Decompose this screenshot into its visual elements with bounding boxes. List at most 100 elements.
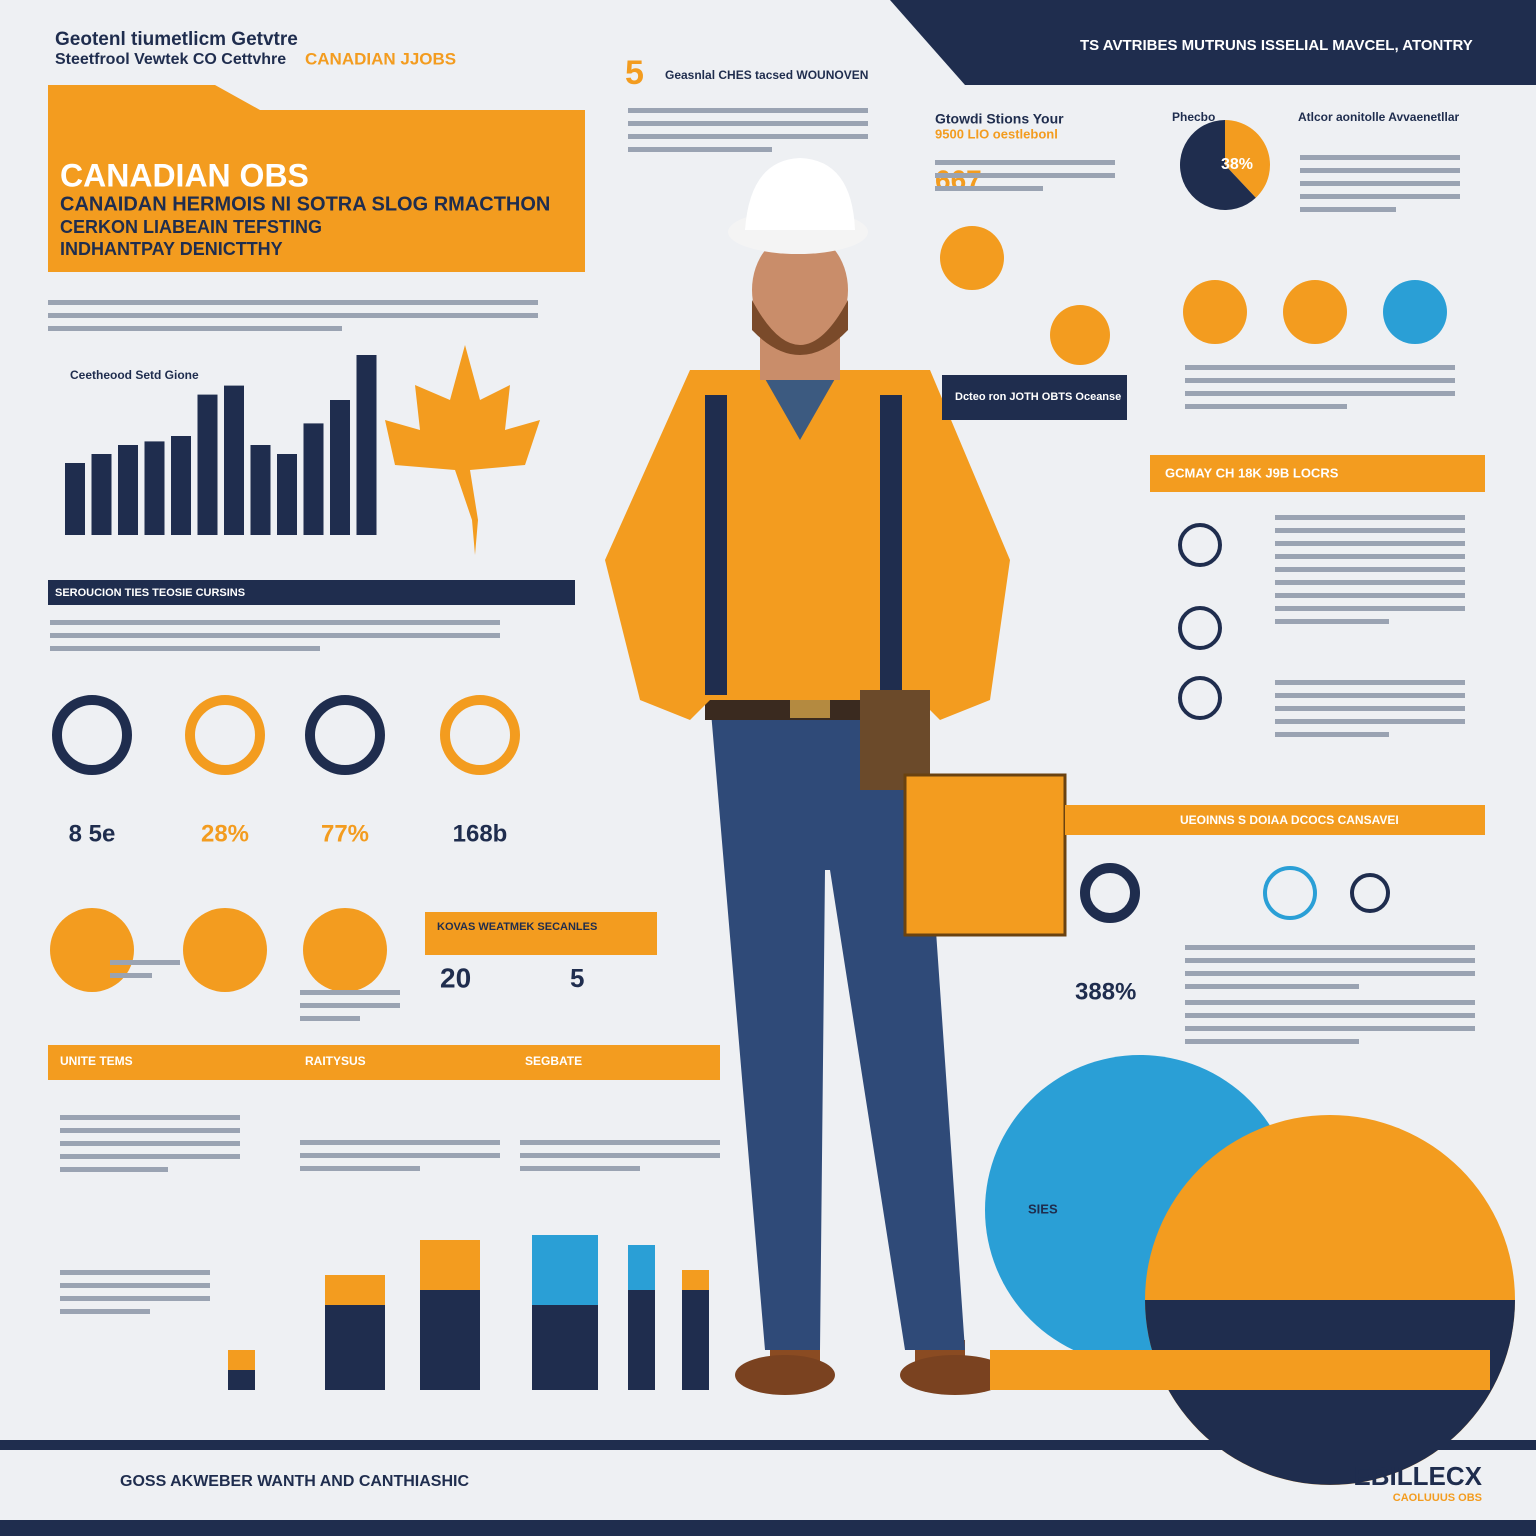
fine-print xyxy=(935,173,1115,178)
deco-circle xyxy=(1183,280,1247,344)
fine-print xyxy=(300,1153,500,1158)
brand: EBILLECX xyxy=(1353,1461,1482,1491)
pie-center-label: 38% xyxy=(1221,156,1253,173)
fine-print xyxy=(300,990,400,995)
fine-print xyxy=(1300,207,1396,212)
deco-circle xyxy=(1283,280,1347,344)
stacked-segment xyxy=(325,1305,385,1390)
deco-circle xyxy=(940,226,1004,290)
icon-circle xyxy=(303,908,387,992)
header-line: Steetfrool Vewtek CO Cettvhre xyxy=(55,51,286,68)
stacked-segment xyxy=(325,1275,385,1305)
tab-label: UNITE TEMS xyxy=(60,1054,133,1068)
stat-value: 77% xyxy=(321,820,369,847)
footer-rule xyxy=(0,1520,1536,1536)
tab-band xyxy=(48,1045,720,1080)
fine-print xyxy=(300,1140,500,1145)
fine-print xyxy=(1275,554,1465,559)
fine-print xyxy=(628,134,868,139)
fine-print xyxy=(935,160,1115,165)
deco-circle xyxy=(1383,280,1447,344)
icon-circle xyxy=(50,908,134,992)
chart-title: Ceetheood Setd Gione xyxy=(70,368,199,382)
stacked-segment xyxy=(628,1245,655,1290)
fine-print xyxy=(60,1115,240,1120)
fine-print xyxy=(628,121,868,126)
pie-chart: 38% xyxy=(1180,120,1270,210)
donut xyxy=(52,695,132,775)
fine-print xyxy=(48,326,342,331)
fine-print xyxy=(1185,1026,1475,1031)
fine-print xyxy=(1185,365,1455,370)
fine-print xyxy=(1185,391,1455,396)
bar xyxy=(65,463,85,535)
fine-print xyxy=(50,646,320,651)
fine-print xyxy=(60,1270,210,1275)
fine-print xyxy=(110,973,152,978)
hero-subtitle: CANAIDAN HERMOIS NI SOTRA SLOG RMACTHON xyxy=(60,193,550,215)
icon xyxy=(1263,866,1317,920)
circle-label: SIES xyxy=(1028,1201,1058,1216)
fine-print xyxy=(1275,619,1389,624)
fine-print xyxy=(1300,168,1460,173)
mid-stat: 5 xyxy=(570,963,584,993)
header-accent: CANADIAN JJOBS xyxy=(305,49,456,68)
worker-illustration xyxy=(605,158,1067,1395)
fine-print xyxy=(520,1140,720,1145)
note-number: 5 xyxy=(625,54,644,92)
fine-print xyxy=(60,1283,210,1288)
fine-print xyxy=(1275,593,1465,598)
stacked-segment xyxy=(228,1370,255,1390)
banner-text: GCMAY CH 18K J9B LOCRS xyxy=(1165,465,1339,480)
fine-print xyxy=(1275,580,1465,585)
callout-text: Dcteo ron JOTH OBTS Oceanse xyxy=(955,391,1121,403)
bar xyxy=(356,355,377,535)
fine-print xyxy=(628,147,772,152)
fine-print xyxy=(1185,1039,1359,1044)
fine-print xyxy=(110,960,180,965)
section-bar xyxy=(48,580,575,605)
bar xyxy=(144,441,165,535)
callout-box xyxy=(942,375,1127,420)
pie-slice xyxy=(1225,120,1270,198)
fine-print xyxy=(48,313,538,318)
growth-subtitle: 9500 LIO oestlebonl xyxy=(935,126,1058,141)
fine-print xyxy=(1275,693,1465,698)
brand-sub: CAOLUUUS OBS xyxy=(1393,1492,1482,1504)
fine-print xyxy=(520,1166,640,1171)
pie-slice xyxy=(1180,120,1256,210)
fine-print xyxy=(1185,1013,1475,1018)
bar xyxy=(224,385,244,535)
icon xyxy=(1350,873,1390,913)
fine-print xyxy=(628,108,868,113)
fine-print xyxy=(50,620,500,625)
fine-print xyxy=(300,1166,420,1171)
fine-print xyxy=(48,300,538,305)
fine-print xyxy=(1275,541,1465,546)
banner xyxy=(1065,805,1485,835)
bar xyxy=(330,400,350,535)
fine-print xyxy=(60,1167,168,1172)
stacked-segment xyxy=(532,1305,598,1390)
mid-box xyxy=(425,912,657,955)
banner-text: TS AVTRIBES MUTRUNS ISSELIAL MAVCEL, ATO… xyxy=(1080,37,1473,54)
stacked-segment xyxy=(228,1350,255,1370)
maple-leaf xyxy=(385,345,540,555)
banner xyxy=(1150,455,1485,492)
fine-print xyxy=(1275,732,1389,737)
mid-stat: 20 xyxy=(440,962,471,993)
tab-label: SEGBATE xyxy=(525,1054,582,1068)
stat-value: 8 5e xyxy=(69,820,116,847)
donut-row: 8 5e 28% 77% 168b xyxy=(52,695,520,847)
fine-print xyxy=(1275,567,1465,572)
hero-title: CANADIAN OBS xyxy=(60,157,309,193)
footer-text: GOSS AKWEBER WANTH AND CANTHIASHIC xyxy=(120,1473,469,1490)
icon-row xyxy=(50,908,387,992)
fine-print xyxy=(1300,194,1460,199)
tab-label: RAITYSUS xyxy=(305,1054,366,1068)
fine-print xyxy=(300,1003,400,1008)
fine-print xyxy=(300,1016,360,1021)
fine-print xyxy=(60,1296,210,1301)
section-title: SEROUCION TIES TEOSIE CURSINS xyxy=(55,587,245,599)
fine-print xyxy=(1275,706,1465,711)
